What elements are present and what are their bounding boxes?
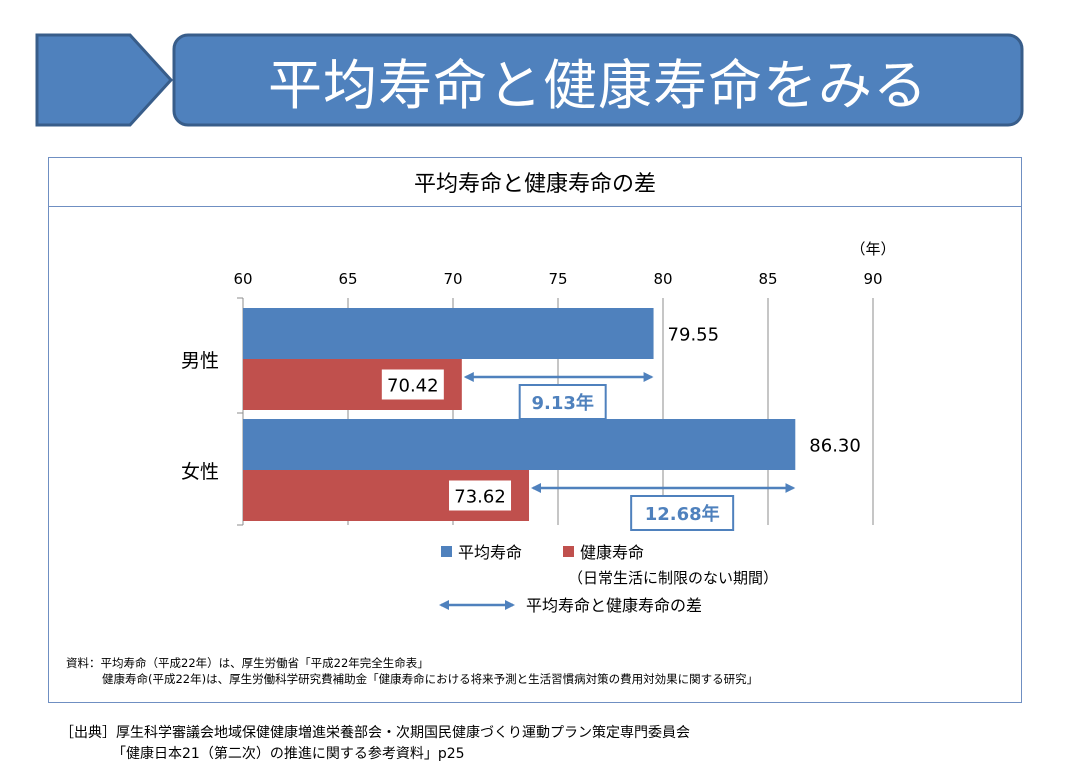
difference-label: 12.68年 xyxy=(645,503,720,525)
legend-label-healthy: 健康寿命 xyxy=(580,543,644,562)
tick-label: 60 xyxy=(233,270,252,288)
data-label-box xyxy=(381,369,444,400)
chart-panel: 平均寿命と健康寿命の差 xyxy=(48,157,1022,703)
banner-arrow xyxy=(35,33,174,127)
data-label: 73.62 xyxy=(454,487,506,508)
data-label: 86.30 xyxy=(809,436,861,457)
data-label: 70.42 xyxy=(387,376,439,397)
legend-swatch-healthy xyxy=(563,546,574,557)
category-label: 男性 xyxy=(181,350,219,372)
category-label: 女性 xyxy=(181,461,219,483)
data-label-box xyxy=(449,480,512,511)
tick-label: 70 xyxy=(443,270,462,288)
source-note-2: 健康寿命(平成22年)は、厚生労働科学研究費補助金「健康寿命における将来予測と生… xyxy=(102,672,759,686)
tick-label: 80 xyxy=(653,270,672,288)
legend-subnote: （日常生活に制限のない期間） xyxy=(568,569,778,587)
legend-arrow-label: 平均寿命と健康寿命の差 xyxy=(526,596,702,615)
page-title: 平均寿命と健康寿命をみる xyxy=(268,53,928,117)
citation-1: ［出典］厚生科学審議会地域保健健康増進栄養部会・次期国民健康づくり運動プラン策定… xyxy=(60,725,690,741)
tick-label: 85 xyxy=(758,270,777,288)
bar-average-male xyxy=(243,308,654,359)
title-banner xyxy=(35,33,1024,127)
data-label: 79.55 xyxy=(668,325,720,346)
chart-title: 平均寿命と健康寿命の差 xyxy=(49,158,1021,207)
citation-2: 「健康日本21（第二次）の推進に関する参考資料」p25 xyxy=(112,746,465,762)
difference-box xyxy=(518,384,607,420)
tick-label: 90 xyxy=(863,270,882,288)
difference-box xyxy=(630,495,735,531)
unit-label: （年） xyxy=(850,240,895,258)
bar-average-female xyxy=(243,419,796,470)
legend-swatch-average xyxy=(441,546,452,557)
legend-label-average: 平均寿命 xyxy=(458,543,522,562)
tick-label: 65 xyxy=(338,270,357,288)
difference-label: 9.13年 xyxy=(531,392,593,414)
source-note-1: 資料：平均寿命（平成22年）は、厚生労働省「平成22年完全生命表」 xyxy=(66,656,429,670)
tick-label: 75 xyxy=(548,270,567,288)
banner-title-box xyxy=(172,33,1024,127)
